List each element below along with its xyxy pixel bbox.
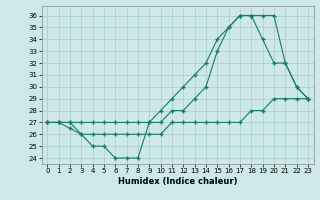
X-axis label: Humidex (Indice chaleur): Humidex (Indice chaleur) (118, 177, 237, 186)
